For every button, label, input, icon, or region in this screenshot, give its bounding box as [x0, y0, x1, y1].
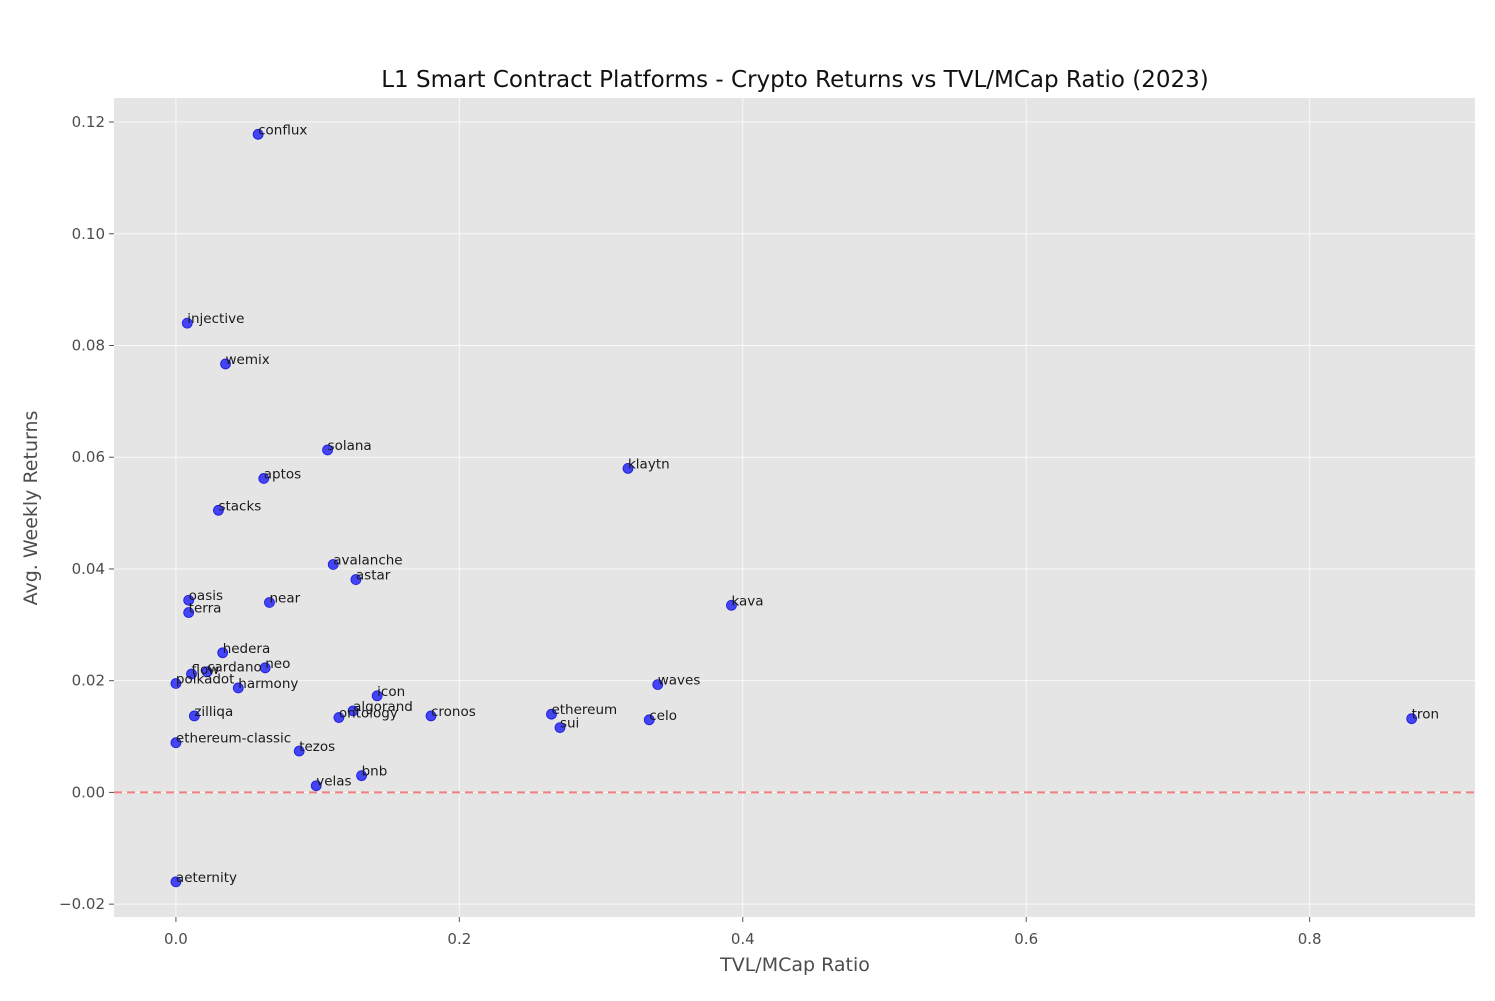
data-point-velas: [310, 780, 322, 792]
data-point-tron: [1406, 713, 1418, 725]
data-point-ethereum-classic: [170, 737, 182, 749]
data-point-polkadot: [170, 678, 182, 689]
data-point-zilliqa: [188, 710, 200, 722]
x-axis-ticks: 0.0 0.2 0.4 0.6 0.8: [164, 917, 1322, 948]
data-point-conflux: [252, 128, 264, 140]
point-label-oasis: oasis: [189, 588, 223, 604]
x-tick-label: 0.8: [1298, 930, 1322, 948]
point-label-ethereum-classic: ethereum-classic: [176, 731, 291, 747]
data-point-avalanche: [327, 559, 339, 570]
point-label-conflux: conflux: [258, 122, 307, 138]
data-point-celo: [643, 714, 655, 726]
point-label-cronos: cronos: [431, 704, 476, 720]
point-label-aeternity: aeternity: [176, 870, 237, 886]
y-tick-label: 0.02: [72, 672, 105, 690]
x-tick-label: 0.4: [731, 930, 755, 948]
data-point-harmony: [232, 682, 244, 694]
data-point-waves: [652, 679, 664, 690]
point-label-solana: solana: [328, 438, 372, 454]
data-point-oasis: [183, 594, 195, 606]
data-point-near: [264, 597, 275, 608]
data-point-tezos: [293, 745, 305, 757]
point-label-waves: waves: [658, 673, 701, 689]
data-point-klaytn: [622, 462, 634, 474]
x-tick-label: 0.6: [1014, 930, 1038, 948]
point-label-ontology: ontology: [339, 706, 398, 722]
data-point-algorand: [347, 705, 359, 717]
y-tick-label: −0.02: [59, 895, 105, 913]
data-point-neo: [259, 662, 271, 674]
data-point-ethereum: [546, 708, 557, 720]
point-label-tron: tron: [1412, 707, 1439, 723]
point-label-polkadot: polkadot: [176, 671, 235, 687]
y-tick-label: 0.08: [72, 336, 105, 354]
data-points: [170, 128, 1418, 888]
point-label-wemix: wemix: [226, 352, 270, 368]
point-label-zilliqa: zilliqa: [194, 704, 233, 720]
data-point-stacks: [213, 504, 224, 516]
point-label-algorand: algorand: [353, 699, 413, 715]
point-label-cardano: cardano: [207, 660, 262, 676]
chart-title: L1 Smart Contract Platforms - Crypto Ret…: [381, 67, 1209, 93]
y-tick-label: 0.00: [72, 783, 105, 801]
x-axis-label: TVL/MCap Ratio: [719, 954, 870, 976]
grid-lines: [114, 98, 1475, 917]
point-label-astar: astar: [356, 568, 391, 584]
data-point-terra: [183, 607, 195, 618]
point-label-injective: injective: [187, 311, 244, 327]
y-axis-ticks: −0.02 0.00 0.02 0.04 0.06 0.08 0.10 0.12: [59, 113, 114, 913]
data-point-hedera: [217, 647, 229, 659]
y-tick-label: 0.10: [72, 225, 105, 243]
point-label-ethereum: ethereum: [551, 702, 617, 718]
point-label-klaytn: klaytn: [628, 456, 670, 472]
data-point-aptos: [258, 473, 270, 484]
x-tick-label: 0.2: [447, 930, 471, 948]
data-point-cronos: [425, 710, 437, 722]
point-labels: conflux injective wemix solana aptos klaytn st…: [176, 122, 1439, 885]
point-label-icon: icon: [377, 684, 405, 700]
point-label-harmony: harmony: [238, 676, 298, 692]
point-label-celo: celo: [649, 708, 677, 724]
y-tick-label: 0.06: [72, 448, 105, 466]
point-label-stacks: stacks: [218, 498, 261, 514]
data-point-bnb: [356, 770, 367, 782]
data-point-injective: [181, 317, 193, 329]
point-label-near: near: [269, 590, 300, 606]
y-tick-label: 0.04: [72, 560, 105, 578]
point-label-neo: neo: [265, 656, 290, 672]
data-point-aeternity: [170, 876, 182, 888]
data-point-icon: [371, 690, 383, 702]
point-label-aptos: aptos: [264, 466, 301, 482]
point-label-hedera: hedera: [223, 641, 271, 657]
data-point-ontology: [333, 712, 345, 723]
x-tick-label: 0.0: [164, 930, 188, 948]
point-label-terra: terra: [189, 601, 222, 617]
y-axis-label: Avg. Weekly Returns: [20, 411, 42, 606]
data-point-flow: [186, 668, 197, 680]
point-label-avalanche: avalanche: [333, 552, 402, 568]
point-label-velas: velas: [316, 774, 351, 790]
data-point-astar: [350, 574, 362, 585]
data-point-sui: [554, 722, 566, 734]
y-tick-label: 0.12: [72, 113, 105, 131]
point-label-sui: sui: [560, 716, 579, 732]
data-point-cardano: [201, 666, 213, 678]
point-label-kava: kava: [731, 593, 763, 609]
plot-area: [114, 98, 1475, 917]
point-label-bnb: bnb: [362, 764, 388, 780]
data-point-wemix: [220, 358, 231, 370]
point-label-tezos: tezos: [299, 739, 335, 755]
data-point-solana: [322, 444, 333, 456]
data-point-kava: [726, 599, 737, 611]
point-label-flow: flow: [192, 662, 220, 678]
